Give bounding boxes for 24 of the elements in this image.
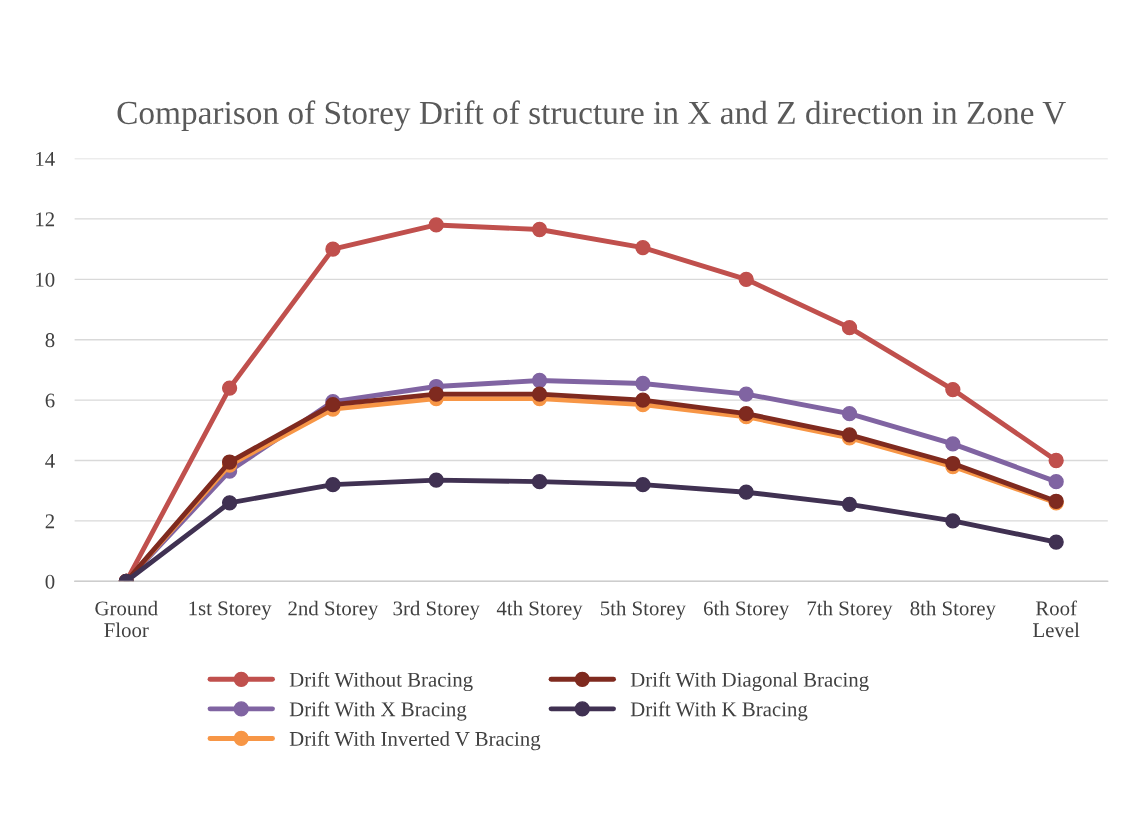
x-tick-label: 1st Storey: [189, 601, 272, 620]
legend-label: Drift With K Bracing: [630, 701, 808, 721]
y-tick-label: 10: [36, 272, 55, 287]
y-tick-label: 12: [36, 212, 55, 227]
x-tick-label: 8th Storey: [910, 600, 996, 620]
x-tick-label: Ground Floor: [95, 600, 158, 638]
x-tick-label: 7th Storey: [807, 600, 893, 620]
y-tick-label: 2: [45, 514, 55, 529]
x-tick-label: 5th Storey: [600, 600, 686, 620]
legend-label: Drift With Inverted V Bracing: [289, 731, 541, 751]
legend-label: Drift With Diagonal Bracing: [630, 671, 869, 692]
legend-label: Drift Without Bracing: [289, 671, 473, 692]
x-tick-label: Roof Level: [1033, 600, 1080, 638]
y-tick-label: 0: [45, 574, 55, 589]
y-tick-label: 8: [45, 333, 55, 348]
chart-title: Comparison of Storey Drift of structure in X and Z direction in Zone V: [117, 100, 1066, 132]
legend-label: Drift With X Bracing: [289, 701, 467, 721]
x-tick-label: 6th Storey: [703, 600, 790, 620]
y-tick-label: 4: [45, 454, 55, 468]
x-tick-label: 4th Storey: [496, 600, 583, 620]
x-tick-label: 2nd Storey: [288, 600, 379, 620]
y-tick-label: 14: [36, 152, 55, 166]
y-tick-label: 6: [45, 393, 55, 408]
x-tick-label: 3rd Storey: [393, 600, 480, 620]
